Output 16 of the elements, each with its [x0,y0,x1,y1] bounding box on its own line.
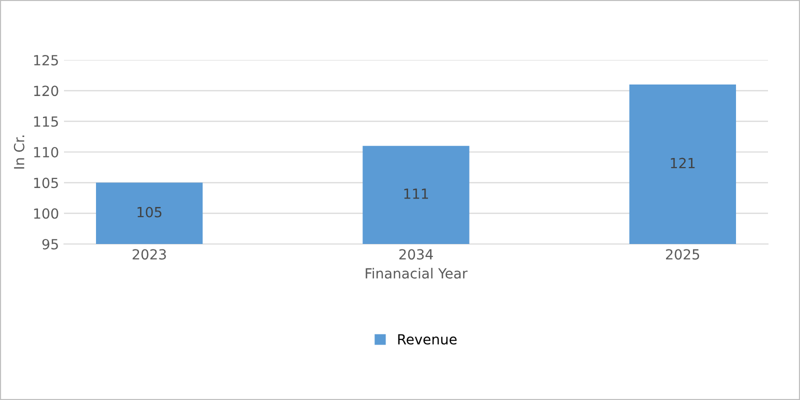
y-tick-label: 125 [34,54,58,66]
y-tick-label: 120 [34,86,58,96]
y-tick-label: 100 [34,208,58,219]
y-tick-label: 105 [34,178,58,188]
y-tick-label: 95 [42,238,58,250]
x-tick-label: 2034 [399,249,433,260]
data-label: 105 [138,206,162,218]
x-tick-label: 2023 [132,249,166,260]
y-tick-label: 115 [34,116,58,127]
x-axis-title: Finanacial Year [366,268,468,279]
y-tick-label: 110 [34,146,58,158]
legend-label: Revenue [398,334,457,345]
x-tick-label: 2025 [666,249,700,260]
data-label: 121 [670,158,695,168]
data-label: 111 [404,188,428,199]
y-axis-title: In Cr. [14,136,24,169]
